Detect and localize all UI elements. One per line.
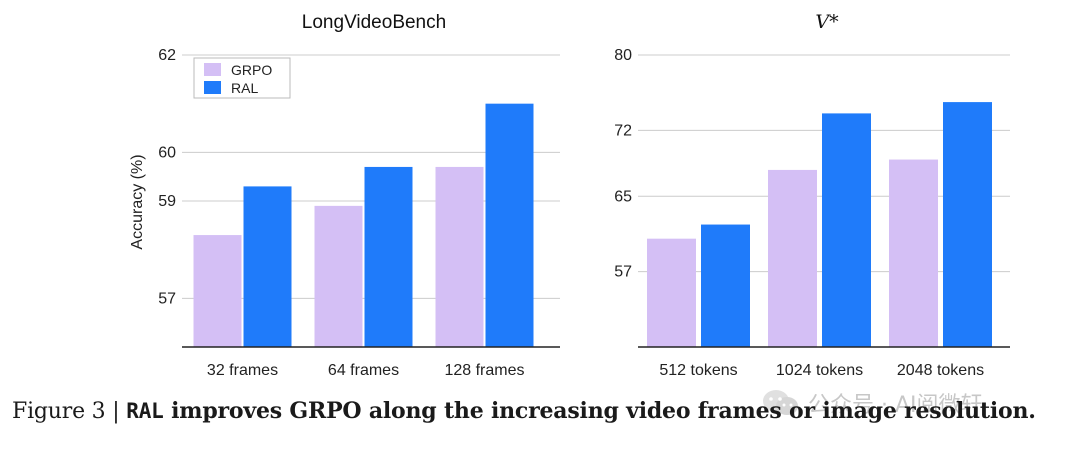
- bar-ral-32-frames: [243, 186, 292, 347]
- wechat-logo-icon: [763, 390, 798, 415]
- y-tick-label: 65: [614, 188, 632, 205]
- x-tick-label: 64 frames: [328, 362, 399, 379]
- chart-title-longvideobench: LongVideoBench: [302, 12, 446, 33]
- x-tick-label: 32 frames: [207, 362, 278, 379]
- legend-swatch-grpo: [204, 63, 221, 76]
- bar-grpo-64-frames: [314, 205, 363, 347]
- y-axis-label: Accuracy (%): [129, 154, 146, 249]
- right-bars: [647, 102, 992, 348]
- right-x-ticks: 512 tokens 1024 tokens 2048 tokens: [659, 362, 984, 379]
- bar-grpo-512-tokens: [647, 238, 696, 347]
- watermark: 公众号 · AI阅微轩: [762, 385, 983, 421]
- legend: GRPO RAL: [193, 57, 291, 99]
- x-tick-label: 2048 tokens: [897, 362, 984, 379]
- bar-ral-64-frames: [364, 166, 413, 347]
- y-tick-label: 80: [614, 47, 632, 64]
- caption-method-name: RAL: [126, 399, 164, 423]
- vstar-chart: V* 80 72 65 57 512 tokens 1024 tokens 2048 to…: [614, 11, 1010, 379]
- right-y-ticks: 80 72 65 57: [614, 47, 632, 281]
- y-tick-label: 57: [614, 264, 632, 281]
- x-tick-label: 1024 tokens: [776, 362, 863, 379]
- bar-grpo-32-frames: [193, 235, 242, 347]
- x-tick-label: 512 tokens: [659, 362, 737, 379]
- legend-label-grpo: GRPO: [231, 62, 272, 78]
- y-tick-label: 60: [158, 144, 176, 161]
- caption-label: Figure 3 |: [12, 399, 127, 424]
- watermark-text: 公众号 · AI阅微轩: [808, 393, 983, 418]
- left-y-ticks: 62 60 59 57: [158, 47, 176, 307]
- y-tick-label: 62: [158, 47, 176, 64]
- longvideobench-chart: LongVideoBench 62 60 59 57 32 frames 64 fram…: [129, 12, 560, 379]
- y-tick-label: 72: [614, 122, 632, 139]
- y-tick-label: 59: [158, 193, 176, 210]
- chart-title-vstar: V*: [815, 11, 839, 33]
- bar-ral-512-tokens: [701, 224, 750, 347]
- bar-grpo-1024-tokens: [768, 169, 817, 347]
- bar-ral-1024-tokens: [822, 113, 871, 348]
- x-tick-label: 128 frames: [444, 362, 524, 379]
- left-x-ticks: 32 frames 64 frames 128 frames: [207, 362, 525, 379]
- bar-grpo-128-frames: [435, 166, 484, 347]
- bar-grpo-2048-tokens: [889, 159, 938, 347]
- caption-text: improves GRPO along the increasing video…: [163, 398, 1036, 424]
- left-bars: [193, 103, 534, 348]
- figure-caption: Figure 3 | RAL improves GRPO along the i…: [12, 398, 1072, 424]
- bar-ral-2048-tokens: [943, 102, 992, 347]
- legend-label-ral: RAL: [231, 80, 258, 96]
- bar-ral-128-frames: [485, 103, 534, 348]
- legend-swatch-ral: [204, 81, 221, 94]
- y-tick-label: 57: [158, 290, 176, 307]
